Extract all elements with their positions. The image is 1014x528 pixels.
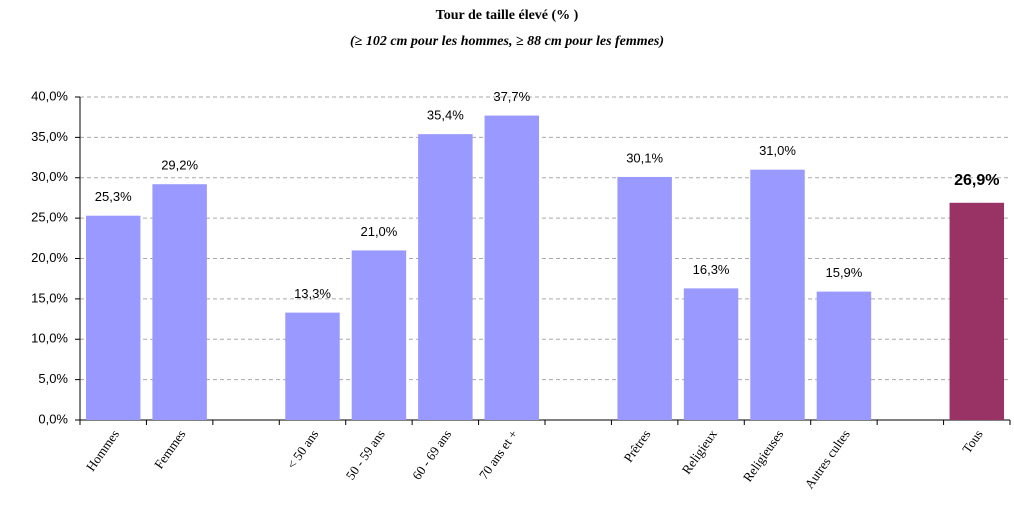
data-label: 29,2% <box>161 158 198 173</box>
x-tick-label: Prêtres <box>621 427 654 465</box>
x-tick-label: < 50 ans <box>284 427 322 472</box>
data-label: 13,3% <box>294 286 331 301</box>
y-tick-label: 30,0% <box>31 169 68 184</box>
x-tick-label: 50 - 59 ans <box>343 427 388 483</box>
bar <box>484 115 540 420</box>
bar <box>152 184 207 420</box>
x-tick-label: Tous <box>959 427 986 456</box>
chart-subtitle: (≥ 102 cm pour les hommes, ≥ 88 cm pour … <box>350 34 664 49</box>
bar <box>285 312 340 420</box>
data-label: 21,0% <box>360 224 397 239</box>
bar <box>85 215 141 420</box>
y-tick-label: 10,0% <box>31 331 68 346</box>
bar <box>750 169 805 420</box>
bar <box>418 134 473 420</box>
y-tick-label: 20,0% <box>31 250 68 265</box>
bar <box>683 288 739 420</box>
x-tick-label: Femmes <box>151 427 189 472</box>
data-label: 35,4% <box>427 108 464 123</box>
x-tick-label: Religieuses <box>740 427 787 485</box>
data-label: 26,9% <box>954 172 999 189</box>
x-tick-label: Autres cultes <box>801 427 852 491</box>
data-label: 25,3% <box>95 189 132 204</box>
bar <box>949 202 1005 420</box>
data-label: 15,9% <box>825 265 862 280</box>
bar <box>351 250 407 420</box>
data-label: 30,1% <box>626 150 663 165</box>
bar <box>816 291 872 420</box>
y-tick-label: 25,0% <box>31 210 68 225</box>
x-tick-label: Hommes <box>83 427 122 474</box>
y-tick-label: 15,0% <box>31 290 68 305</box>
x-tick-label: 60 - 69 ans <box>409 427 454 483</box>
y-tick-label: 0,0% <box>38 411 68 426</box>
data-label: 16,3% <box>693 262 730 277</box>
x-tick-label: Religieux <box>679 426 721 476</box>
y-tick-label: 35,0% <box>31 129 68 144</box>
bar <box>617 176 672 420</box>
y-tick-label: 5,0% <box>38 371 68 386</box>
y-tick-label: 40,0% <box>31 88 68 103</box>
x-tick-label: 70 ans et + <box>476 427 521 482</box>
data-label: 31,0% <box>759 143 796 158</box>
chart-title: Tour de taille élevé (% ) <box>436 8 579 23</box>
data-label: 37,7% <box>493 89 530 104</box>
